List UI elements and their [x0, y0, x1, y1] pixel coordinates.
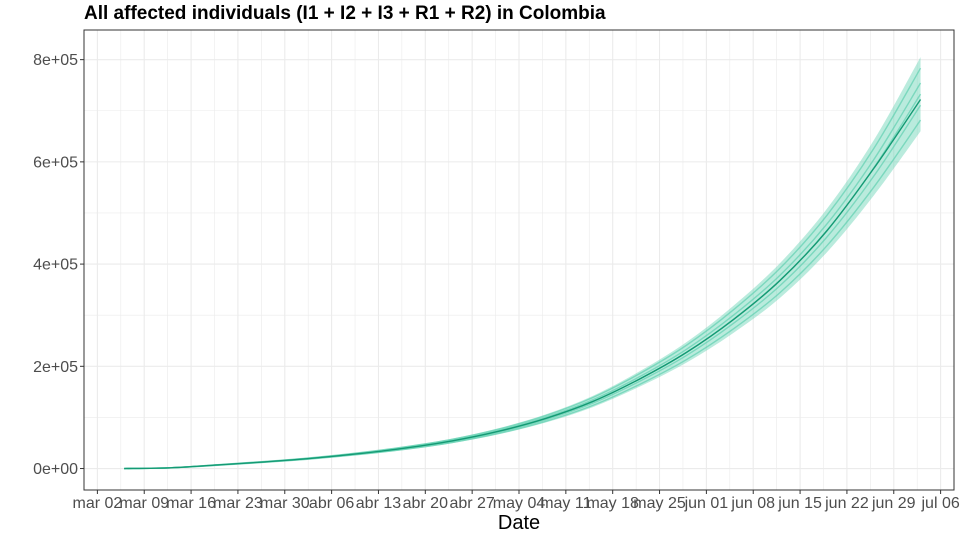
x-tick-label: jun 15 — [777, 495, 822, 512]
x-tick-label: jun 01 — [684, 495, 729, 512]
x-tick-label: jun 29 — [871, 495, 916, 512]
y-tick-label: 8e+05 — [33, 52, 78, 69]
uncertainty-band — [124, 57, 922, 470]
y-axis: 0e+00 2e+05 4e+05 6e+05 8e+05 — [33, 52, 84, 478]
ensemble-line — [124, 104, 922, 470]
x-tick-label: may 11 — [540, 495, 591, 512]
band-area — [124, 57, 921, 469]
x-tick-label: jun 08 — [730, 495, 775, 512]
grid — [84, 30, 954, 490]
x-tick-label: abr 13 — [356, 495, 401, 512]
x-tick-label: jun 22 — [824, 495, 869, 512]
x-axis-title: Date — [498, 512, 540, 534]
ensemble-line — [124, 93, 922, 470]
ensemble-line — [124, 119, 922, 470]
y-tick-label: 4e+05 — [33, 257, 78, 274]
x-tick-label: abr 06 — [309, 495, 354, 512]
x-tick-label: mar 30 — [260, 495, 310, 512]
chart-title: All affected individuals (I1 + I2 + I3 +… — [84, 3, 606, 24]
series-line — [124, 99, 922, 470]
x-tick-label: may 04 — [493, 495, 546, 512]
x-tick-label: abr 27 — [449, 495, 494, 512]
x-tick-label: mar 09 — [119, 495, 169, 512]
x-tick-label: may 18 — [586, 495, 639, 512]
y-tick-label: 0e+00 — [33, 461, 78, 478]
x-tick-label: mar 23 — [213, 495, 263, 512]
y-tick-label: 2e+05 — [33, 359, 78, 376]
x-tick-label: may 25 — [633, 495, 686, 512]
x-tick-label: abr 20 — [403, 495, 448, 512]
y-tick-label: 6e+05 — [33, 154, 78, 171]
x-tick-label: mar 16 — [166, 495, 216, 512]
x-tick-label: jul 06 — [920, 495, 959, 512]
x-tick-label: mar 02 — [72, 495, 122, 512]
series-lines — [124, 99, 922, 470]
